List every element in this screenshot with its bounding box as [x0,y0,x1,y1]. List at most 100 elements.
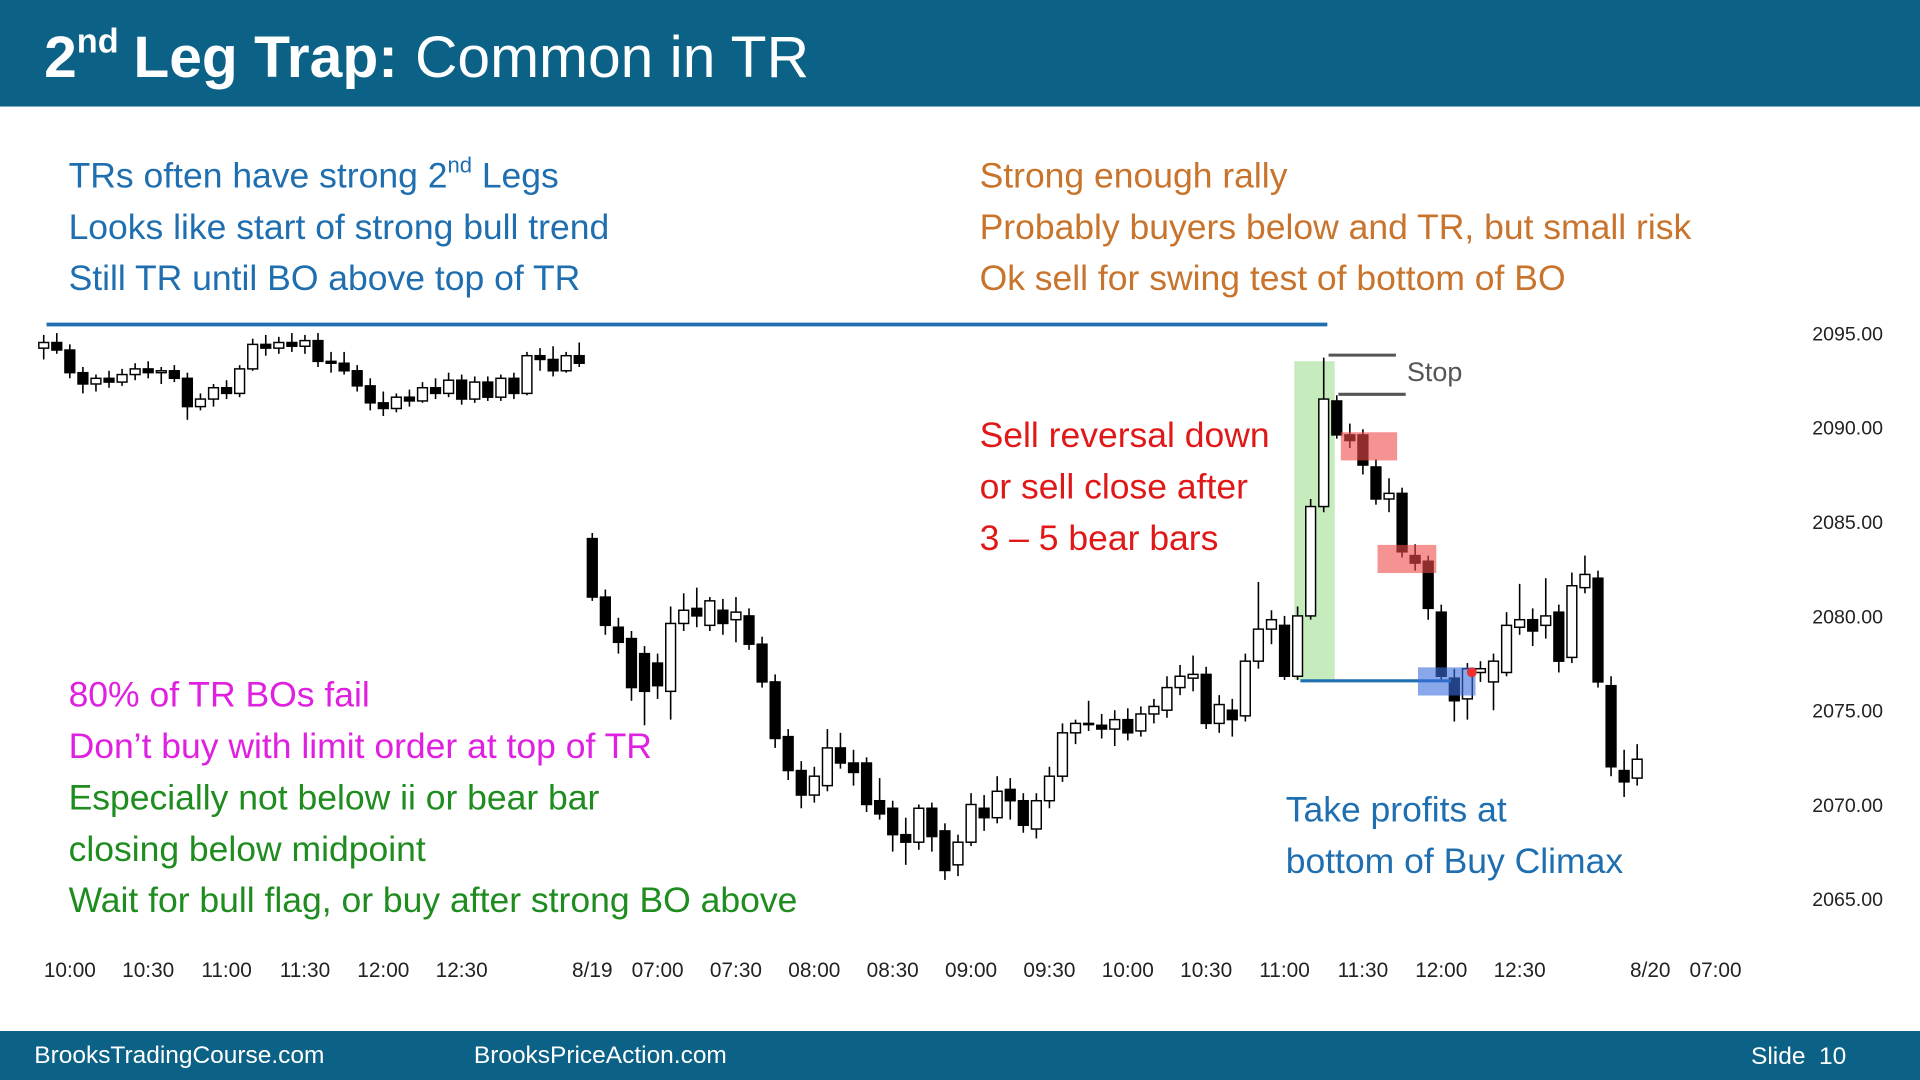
title-superscript: nd [77,23,119,61]
candle-body [90,377,102,385]
x-tick-label: 12:30 [1494,959,1546,982]
candles [38,333,1643,880]
candle-body [233,368,246,395]
candle-body [991,790,1003,819]
profit-zone [1417,667,1476,696]
candle-body [129,368,141,376]
candle-body [795,769,807,796]
slide-title: 2nd Leg Trap: Common in TR [44,23,809,90]
x-tick-label: 08:00 [788,959,840,982]
candle-body [1566,585,1578,659]
candle-body [1631,758,1643,779]
note-line: or sell close after [980,466,1249,506]
candle-body [873,799,886,815]
y-tick-label: 2090.00 [1812,418,1883,440]
candle-body [1239,660,1251,717]
candle-body [521,354,533,395]
candle-body [560,354,572,372]
candle-body [1122,718,1134,734]
y-tick-label: 2070.00 [1812,795,1883,817]
y-tick-label: 2085.00 [1812,512,1883,534]
x-tick-label: 11:00 [1259,959,1310,982]
candle-body [390,396,403,410]
note-line: bottom of Buy Climax [1286,841,1624,881]
candle-body [1305,505,1317,617]
candle-body [586,537,598,598]
x-tick-label: 11:30 [280,959,331,982]
candle-body [247,343,259,370]
note-line: closing below midpoint [69,829,426,869]
note-line: Looks like start of strong bull trend [69,207,610,247]
candle-body [1056,732,1069,777]
candle-body [495,377,507,398]
candle-body [1030,799,1042,830]
x-tick-label: 10:00 [1102,959,1154,982]
note-line: 80% of TR BOs fail [69,675,370,715]
candle-body [1135,713,1147,732]
note-line: Especially not below ii or bear bar [69,777,600,817]
candle-body [847,762,860,774]
note-line: Wait for bull flag, or buy after strong … [69,880,798,920]
candle-body [965,803,977,843]
candle-body [978,807,990,819]
candle-body [1487,660,1500,683]
footer-left: BrooksTradingCourse.com [34,1042,324,1069]
candle-body [168,370,180,380]
candle-body [1291,615,1304,677]
header-bar [0,0,1920,107]
candle-body [364,385,376,404]
candle-body [939,830,951,872]
x-tick-label: 07:30 [710,959,762,982]
candle-body [730,611,742,621]
candle-body [1148,705,1160,715]
candle-body [821,747,834,787]
candle-body [456,379,468,400]
candle-body [913,807,925,843]
x-tick-label: 8/20 [1630,959,1670,982]
candle-body [887,807,899,836]
y-tick-label: 2065.00 [1812,889,1883,911]
candle-body [599,596,611,627]
x-tick-label: 08:30 [867,959,919,982]
candle-body [743,615,755,645]
candle-body [547,358,559,372]
candle-body [103,377,115,383]
candle-body [1500,624,1513,674]
x-tick-label: 10:30 [122,959,174,982]
candle-body [1592,577,1604,683]
candle-body [534,354,546,361]
note-superscript: nd [447,153,472,178]
title-bold: Leg Trap: [133,25,397,90]
candle-body [469,381,481,400]
x-tick-label: 09:00 [945,959,997,982]
note-line: Take profits at [1286,790,1507,830]
note-line: Ok sell for swing test of bottom of BO [980,258,1566,298]
candle-body [1043,775,1056,802]
x-tick-label: 8/19 [572,959,612,982]
x-tick-label: 07:00 [632,959,684,982]
x-tick-label: 10:30 [1180,959,1232,982]
x-tick-label: 11:00 [201,959,252,982]
candle-body [782,735,794,772]
note-line: Still TR until BO above top of TR [69,258,581,298]
x-tick-label: 12:30 [436,959,488,982]
note-line: Probably buyers below and TR, but small … [980,207,1692,247]
candle-body [638,652,651,693]
x-tick-label: 10:00 [44,959,96,982]
candle-body [1017,799,1029,826]
candle-body [625,637,638,689]
candle-body [77,371,89,385]
candle-body [1069,722,1082,734]
candle-body [1278,624,1291,677]
candle-body [429,387,442,395]
stop-label: Stop [1407,357,1462,387]
candle-body [1318,398,1330,508]
candle-body [926,807,938,838]
candle-body [900,833,912,843]
candle-body [808,775,820,796]
candle-body [442,379,455,395]
x-tick-label: 12:00 [1415,959,1467,982]
candle-body [142,368,154,374]
note-line: Don’t buy with limit order at top of TR [69,726,652,766]
